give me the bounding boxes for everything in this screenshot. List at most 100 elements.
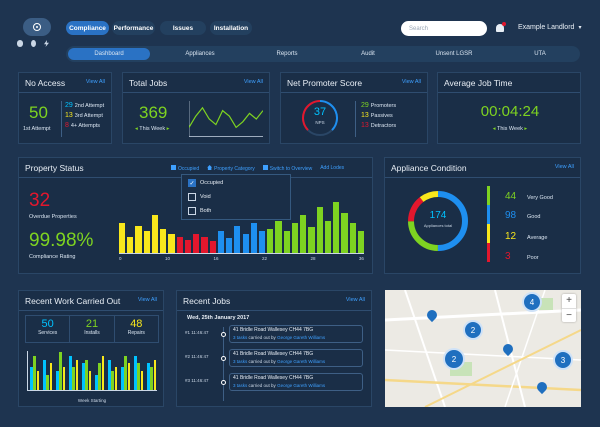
- condition-row: 12 Average: [505, 231, 548, 242]
- work-bar: [56, 371, 59, 390]
- checkbox-checked[interactable]: ✓: [188, 179, 196, 187]
- view-all-link[interactable]: View All: [401, 79, 421, 85]
- tab-appliances[interactable]: Appliances: [185, 51, 215, 57]
- status-bar: [143, 231, 150, 253]
- rating-label: Compliance Rating: [29, 254, 76, 260]
- switch-overview[interactable]: Switch to Overview: [262, 165, 312, 172]
- job-item[interactable]: #2 11:46:47 41 Bridle Road Wallesey CH44…: [185, 349, 365, 369]
- job-item[interactable]: #3 11:46:47 41 Bridle Road Wallesey CH44…: [185, 373, 365, 393]
- total-jobs-sub: ◂ This Week ▸: [135, 126, 170, 132]
- status-bar: [316, 207, 323, 253]
- status-bar: [119, 223, 126, 253]
- work-stats: 50 Services 21 Installs 48 Repairs: [25, 315, 159, 343]
- work-bar: [140, 371, 144, 390]
- flame-icon[interactable]: [17, 40, 23, 47]
- attempt-row: 29 2nd Attempt: [65, 102, 105, 109]
- tab-dashboard[interactable]: Dashboard: [68, 48, 150, 60]
- map-cluster[interactable]: 3: [553, 350, 573, 370]
- pill-performance[interactable]: Performance: [112, 21, 155, 35]
- work-bar: [147, 363, 150, 390]
- appliance-donut: [408, 191, 468, 251]
- card-title: Average Job Time: [444, 78, 513, 88]
- work-bar: [150, 367, 153, 390]
- view-all-link[interactable]: View All: [554, 164, 574, 170]
- tab-unsent-lgsr[interactable]: Unsent LGSR: [435, 51, 473, 57]
- occupied-dropdown: ✓ Occupied Void Both: [181, 174, 291, 220]
- overdue-label: Overdue Properties: [29, 214, 77, 220]
- work-bar: [62, 367, 66, 390]
- nps-row: 13 Detractors: [361, 122, 397, 129]
- nps-row: 13 Passives: [361, 112, 393, 119]
- status-bar: [226, 237, 233, 253]
- work-bar: [137, 363, 140, 390]
- tab-uta[interactable]: UTA: [534, 51, 546, 57]
- pill-compliance[interactable]: Compliance: [66, 21, 109, 35]
- tab-bar: [66, 46, 580, 62]
- nps-card: Net Promoter Score View All 37 NPS 29 Pr…: [280, 72, 428, 144]
- status-chart: [119, 200, 364, 254]
- view-all-link[interactable]: View All: [137, 297, 157, 303]
- job-item[interactable]: #1 11:46:47 41 Bridle Road Wallesey CH44…: [185, 325, 365, 345]
- filter-bar: Occupied Property Category Switch to Ove…: [171, 165, 344, 172]
- first-attempt-label: 1st Attempt: [23, 126, 51, 132]
- user-menu[interactable]: Example Landlord ▾: [518, 24, 581, 31]
- map-cluster[interactable]: 2: [463, 320, 483, 340]
- dropdown-option-both[interactable]: Both: [188, 207, 211, 215]
- dropdown-option-void[interactable]: Void: [188, 193, 211, 201]
- card-title: Appliance Condition: [391, 163, 467, 173]
- bell-icon[interactable]: [496, 24, 504, 32]
- search-placeholder: Search: [409, 25, 429, 32]
- bolt-icon[interactable]: [44, 40, 49, 47]
- work-bar: [36, 371, 40, 390]
- dropdown-option-occupied[interactable]: ✓ Occupied: [188, 179, 224, 187]
- work-bar: [72, 367, 75, 390]
- status-bar: [176, 236, 183, 253]
- map-cluster[interactable]: 2: [443, 348, 465, 370]
- status-bar: [300, 215, 307, 253]
- checkbox[interactable]: [188, 193, 196, 201]
- avg-time-value: 00:04:24: [480, 103, 540, 120]
- jobs-sparkline: [189, 101, 263, 137]
- week-starting-label: Week Starting: [77, 398, 107, 403]
- pill-installation[interactable]: Installation: [210, 21, 252, 35]
- condition-row: 44 Very Good: [505, 191, 553, 202]
- view-all-link[interactable]: View All: [243, 79, 263, 85]
- card-title: Net Promoter Score: [287, 78, 363, 88]
- appliance-card: Appliance Condition View All 174 Applian…: [384, 157, 581, 274]
- view-all-link[interactable]: View All: [85, 79, 105, 85]
- card-title: Recent Jobs: [183, 296, 231, 306]
- zoom-in-button[interactable]: +: [566, 295, 572, 306]
- zoom-out-button[interactable]: −: [562, 308, 576, 322]
- logo[interactable]: [23, 18, 51, 36]
- zoom-controls: + −: [562, 294, 576, 322]
- status-bar: [217, 231, 225, 253]
- pill-issues[interactable]: Issues: [160, 21, 206, 35]
- map-cluster[interactable]: 4: [522, 292, 542, 312]
- grid-icon: [262, 165, 268, 170]
- filter-occupied[interactable]: Occupied: [171, 165, 199, 172]
- status-bar: [275, 220, 282, 253]
- status-bar: [283, 231, 290, 253]
- tab-reports[interactable]: Reports: [276, 51, 298, 57]
- drop-icon[interactable]: [31, 40, 36, 47]
- avg-time-card: Average Job Time 00:04:24 ◂ This Week ▸: [437, 72, 581, 144]
- tab-audit[interactable]: Audit: [361, 51, 375, 57]
- filter-property-category[interactable]: Property Category: [207, 165, 255, 172]
- work-bar: [85, 359, 88, 390]
- status-bar: [258, 231, 266, 253]
- view-all-link[interactable]: View All: [345, 297, 365, 303]
- card-title: No Access: [25, 78, 66, 88]
- work-bar: [101, 355, 105, 390]
- status-bar: [349, 223, 356, 253]
- status-bar: [209, 241, 216, 253]
- checkbox[interactable]: [188, 207, 196, 215]
- user-name: Example Landlord: [518, 24, 575, 31]
- appliance-total-label: Appliances total: [423, 223, 453, 228]
- condition-row: 98 Good: [505, 210, 541, 221]
- search-input[interactable]: Search: [401, 21, 487, 36]
- status-bar: [234, 226, 241, 253]
- map[interactable]: 4 2 2 3 + −: [385, 290, 581, 407]
- work-bar: [111, 371, 114, 390]
- add-lodes[interactable]: Add Lodes: [320, 165, 345, 171]
- status-bar: [168, 234, 175, 253]
